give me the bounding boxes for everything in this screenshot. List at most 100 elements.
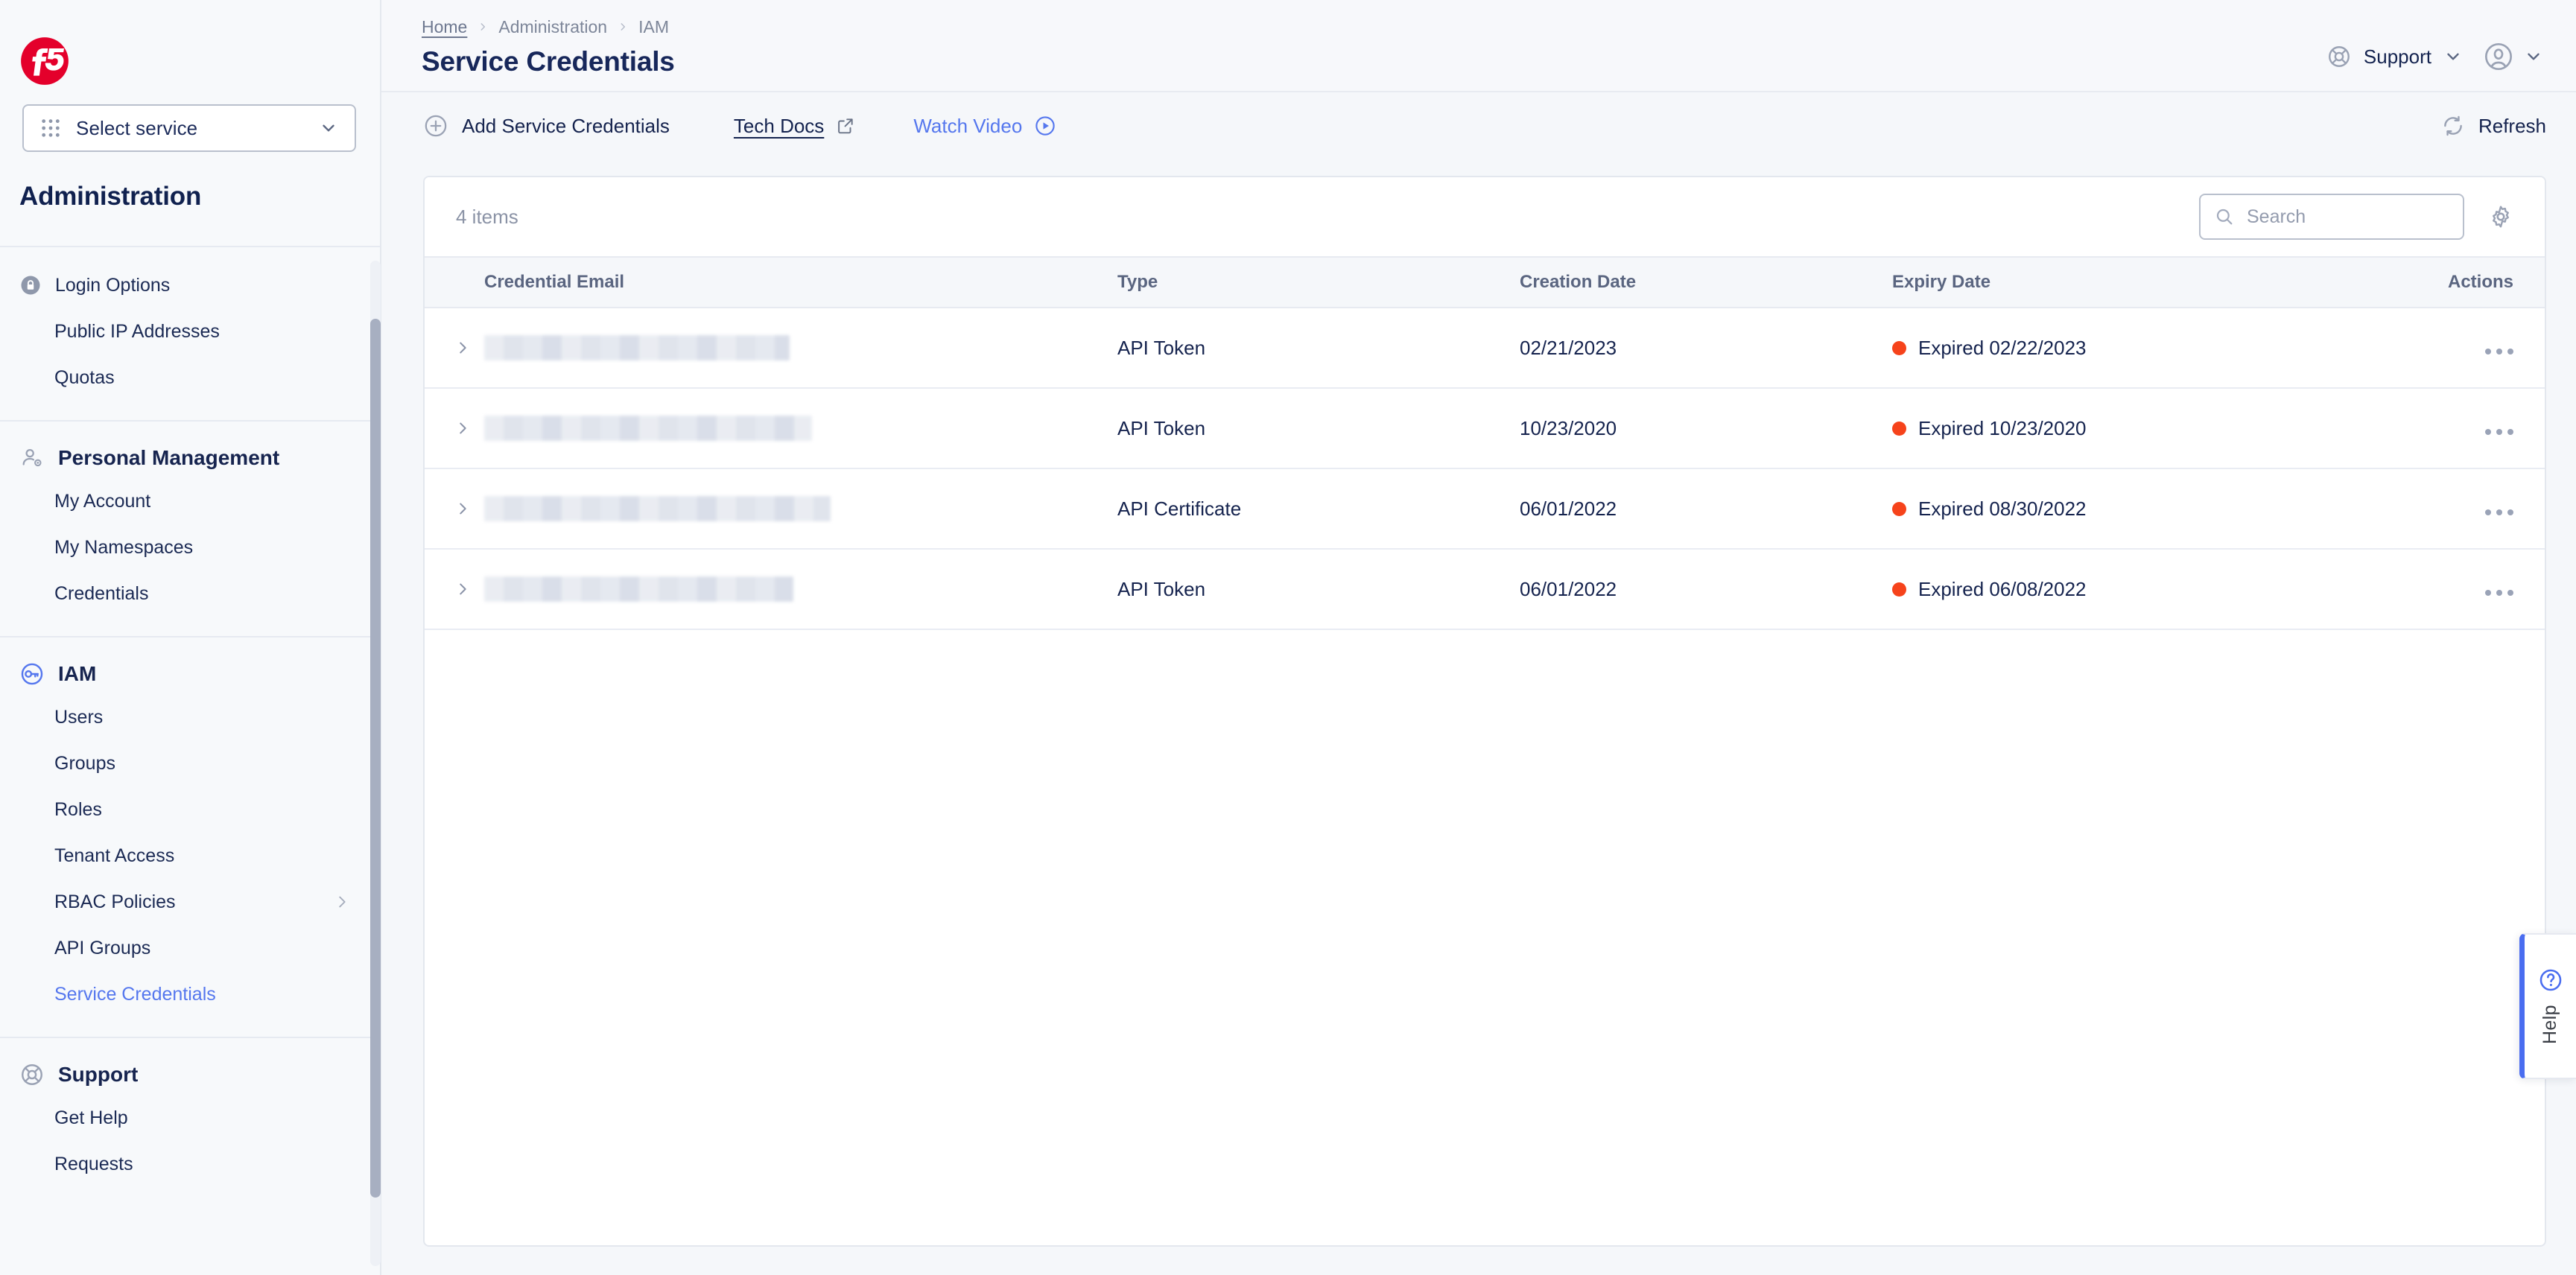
add-service-credentials-button[interactable]: Add Service Credentials [423, 113, 670, 139]
kebab-menu-icon[interactable] [2485, 428, 2513, 435]
column-header-expiry-date[interactable]: Expiry Date [1885, 256, 2421, 308]
breadcrumb-item-administration[interactable]: Administration [498, 16, 608, 36]
row-expand-toggle[interactable] [425, 549, 477, 629]
column-header-credential-email[interactable]: Credential Email [477, 256, 1110, 308]
cell-expiry-date: Expired 06/08/2022 [1885, 549, 2421, 629]
row-expand-toggle[interactable] [425, 468, 477, 549]
kebab-menu-icon[interactable] [2485, 348, 2513, 354]
help-tab-label: Help [2539, 1005, 2560, 1045]
table-row[interactable]: API Token 06/01/2022 Expired 06/08/2022 [425, 549, 2545, 629]
table-row[interactable]: API Certificate 06/01/2022 Expired 08/30… [425, 468, 2545, 549]
sidebar-group-label: Personal Management [58, 446, 280, 469]
nav-group-iam: IAM Users Groups Roles Tenant Access RBA… [0, 638, 380, 1037]
breadcrumb-item-home[interactable]: Home [422, 16, 468, 36]
brand-logo[interactable] [0, 25, 380, 97]
sidebar-item-label: Public IP Addresses [54, 320, 220, 342]
sidebar-item-groups[interactable]: Groups [0, 740, 380, 786]
tech-docs-link[interactable]: Tech Docs [734, 115, 855, 138]
cell-creation-date: 02/21/2023 [1520, 336, 1617, 359]
external-link-icon [838, 118, 853, 134]
sidebar-item-requests[interactable]: Requests [0, 1141, 380, 1187]
sidebar-group-personal-management[interactable]: Personal Management [0, 438, 380, 478]
column-header-expand [425, 256, 477, 308]
sidebar-scrollbar[interactable] [370, 261, 381, 1266]
sidebar-item-roles[interactable]: Roles [0, 786, 380, 833]
sidebar-group-support[interactable]: Support [0, 1055, 380, 1095]
chevron-right-icon [339, 896, 346, 908]
items-count-label: 4 items [456, 205, 518, 228]
grid-apps-icon [42, 119, 60, 137]
search-input[interactable]: Search [2199, 194, 2464, 240]
sidebar-group-iam[interactable]: IAM [0, 654, 380, 694]
card-header: 4 items Search [425, 177, 2545, 256]
cell-expiry-date: Expired 02/22/2023 [1885, 308, 2421, 388]
credentials-table: Credential Email Type Creation Date Expi… [425, 256, 2545, 630]
f5-logo-icon [21, 37, 69, 85]
user-gear-icon [22, 448, 42, 467]
search-icon [2216, 209, 2233, 225]
cell-type: API Token [1117, 336, 1206, 359]
sidebar-item-label: Groups [54, 752, 115, 774]
table-row[interactable]: API Token 02/21/2023 Expired 02/22/2023 [425, 308, 2545, 388]
service-selector[interactable]: Select service [22, 104, 356, 152]
sidebar-item-label: Quotas [54, 366, 115, 388]
sidebar-item-label: Service Credentials [54, 983, 216, 1005]
column-header-type[interactable]: Type [1110, 256, 1512, 308]
status-badge: Expired 02/22/2023 [1892, 337, 2414, 360]
help-tab[interactable]: Help [2519, 933, 2576, 1079]
sidebar-item-label: Get Help [54, 1107, 128, 1128]
status-badge: Expired 06/08/2022 [1892, 578, 2414, 601]
sidebar-item-label: My Account [54, 490, 151, 512]
row-expand-toggle[interactable] [425, 308, 477, 388]
chevron-down-icon [2528, 53, 2539, 60]
sidebar-item-my-account[interactable]: My Account [0, 478, 380, 524]
refresh-button[interactable]: Refresh [2441, 114, 2546, 138]
sidebar-item-login-options[interactable]: Login Options [0, 262, 380, 308]
breadcrumb-item-iam[interactable]: IAM [638, 16, 669, 36]
cell-expiry-date: Expired 10/23/2020 [1885, 388, 2421, 468]
sidebar-item-api-groups[interactable]: API Groups [0, 925, 380, 971]
sidebar-item-service-credentials[interactable]: Service Credentials [0, 971, 380, 1017]
chevron-down-icon [323, 124, 334, 132]
sidebar-item-rbac-policies[interactable]: RBAC Policies [0, 879, 380, 925]
kebab-menu-icon[interactable] [2485, 589, 2513, 596]
sidebar-item-tenant-access[interactable]: Tenant Access [0, 833, 380, 879]
sidebar-item-my-namespaces[interactable]: My Namespaces [0, 524, 380, 570]
sidebar-item-public-ip-addresses[interactable]: Public IP Addresses [0, 308, 380, 354]
sidebar-section-heading: Administration [19, 182, 202, 211]
redacted-email [484, 416, 812, 441]
chevron-right-icon [480, 23, 486, 31]
lock-icon [21, 276, 40, 295]
watch-video-link[interactable]: Watch Video [913, 115, 1056, 138]
status-label: Expired 02/22/2023 [1918, 336, 2087, 359]
user-menu-button[interactable] [2484, 42, 2543, 71]
table-row[interactable]: API Token 10/23/2020 Expired 10/23/2020 [425, 388, 2545, 468]
row-expand-toggle[interactable] [425, 388, 477, 468]
sidebar-item-credentials[interactable]: Credentials [0, 570, 380, 617]
sidebar-item-get-help[interactable]: Get Help [0, 1095, 380, 1141]
sidebar-item-label: My Namespaces [54, 536, 194, 558]
support-menu-button[interactable]: Support [2326, 44, 2463, 69]
sidebar-item-label: Login Options [55, 274, 171, 296]
table-head: Credential Email Type Creation Date Expi… [425, 256, 2545, 308]
sidebar-item-label: RBAC Policies [54, 891, 176, 912]
cell-type: API Certificate [1117, 497, 1242, 520]
chevron-right-icon [460, 422, 466, 434]
sidebar-nav: Login Options Public IP Addresses Quotas [0, 246, 380, 1275]
status-dot-expired [1892, 582, 1906, 597]
column-header-creation-date[interactable]: Creation Date [1512, 256, 1885, 308]
status-dot-expired [1892, 421, 1906, 436]
watch-video-label: Watch Video [913, 114, 1023, 137]
sidebar-scrollbar-thumb[interactable] [370, 319, 381, 1198]
chevron-right-icon [460, 583, 466, 595]
cell-actions [2421, 308, 2545, 388]
sidebar-item-label: Roles [54, 798, 102, 820]
sidebar-item-users[interactable]: Users [0, 694, 380, 740]
table-settings-button[interactable] [2487, 203, 2515, 231]
kebab-menu-icon[interactable] [2485, 509, 2513, 515]
chevron-right-icon [460, 342, 466, 354]
sidebar-item-quotas[interactable]: Quotas [0, 354, 380, 401]
breadcrumb: Home Administration IAM [422, 13, 2326, 40]
key-circle-icon [21, 663, 43, 685]
